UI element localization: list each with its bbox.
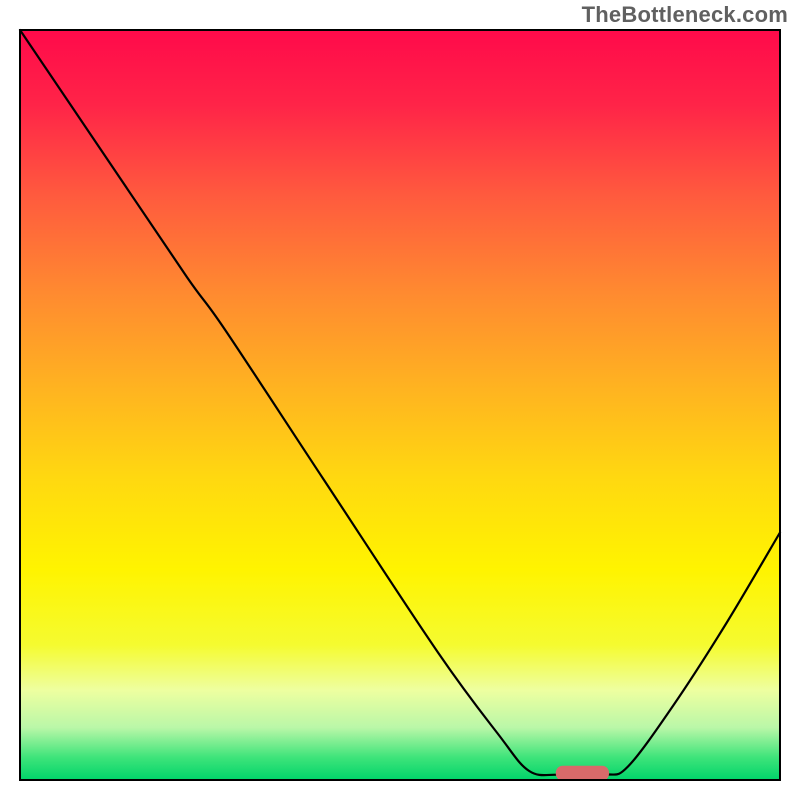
optimal-marker [556, 766, 609, 781]
bottleneck-chart [0, 0, 800, 800]
chart-background [20, 30, 780, 780]
chart-frame: TheBottleneck.com [0, 0, 800, 800]
